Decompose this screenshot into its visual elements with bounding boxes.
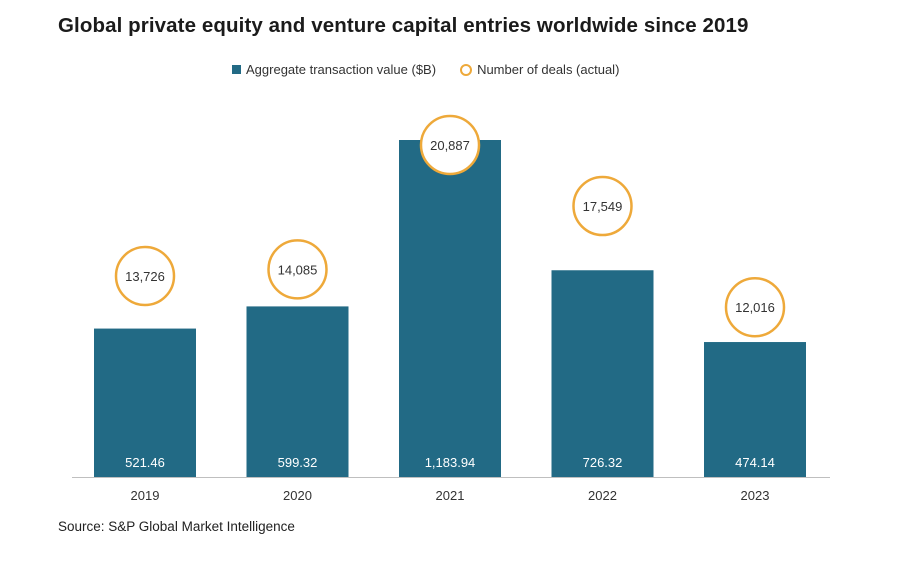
legend-swatch-circle (460, 63, 473, 76)
bar-2019 (94, 328, 196, 477)
deal-label-2021: 20,887 (430, 138, 470, 153)
deal-label-2022: 17,549 (583, 199, 623, 214)
x-tick-2019: 2019 (131, 488, 160, 503)
deal-marker-2023 (724, 276, 786, 338)
deal-label-2020: 14,085 (278, 262, 318, 277)
legend-swatch-bar (232, 65, 241, 74)
deal-marker-2021 (419, 114, 481, 176)
deal-marker-2019 (114, 245, 176, 307)
deal-label-2023: 12,016 (735, 300, 775, 315)
legend-label-value: Aggregate transaction value ($B) (246, 62, 437, 77)
x-tick-2021: 2021 (436, 488, 465, 503)
bar-label-2022: 726.32 (583, 455, 623, 470)
bar-2023 (704, 342, 806, 477)
deal-marker-2022 (572, 175, 633, 237)
legend-label-deals: Number of deals (actual) (477, 62, 620, 77)
deal-label-2019: 13,726 (125, 269, 165, 284)
deal-marker-2020 (267, 239, 328, 300)
x-tick-2022: 2022 (588, 488, 617, 503)
bar-2020 (246, 306, 349, 477)
bar-label-2021: 1,183.94 (425, 455, 476, 470)
bar-2021 (399, 140, 501, 477)
bar-2022 (551, 270, 654, 477)
source-note: Source: S&P Global Market Intelligence (58, 519, 295, 534)
chart-title: Global private equity and venture capita… (58, 14, 749, 37)
chart-legend: Aggregate transaction value ($B) Number … (232, 62, 619, 77)
bar-label-2020: 599.32 (278, 455, 318, 470)
x-tick-2020: 2020 (283, 488, 312, 503)
x-tick-2023: 2023 (741, 488, 770, 503)
bar-label-2023: 474.14 (735, 455, 775, 470)
bar-label-2019: 521.46 (125, 455, 165, 470)
